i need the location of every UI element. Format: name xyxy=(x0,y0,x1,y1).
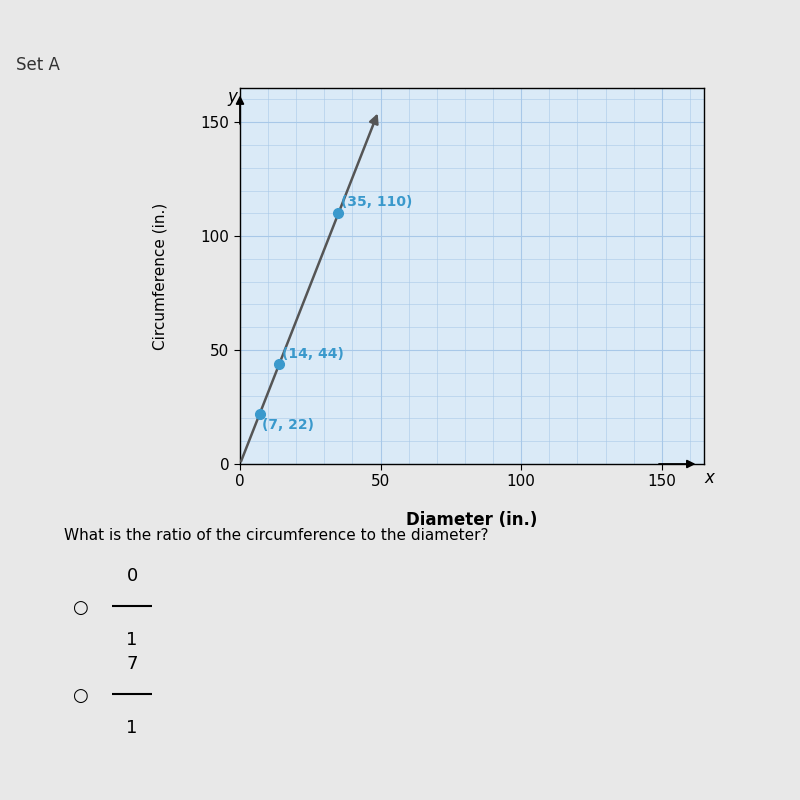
Text: (14, 44): (14, 44) xyxy=(282,347,344,362)
Text: ○: ○ xyxy=(72,687,88,705)
Text: 7: 7 xyxy=(126,655,138,673)
Text: ○: ○ xyxy=(72,599,88,617)
Text: y: y xyxy=(227,88,237,106)
Text: What is the ratio of the circumference to the diameter?: What is the ratio of the circumference t… xyxy=(64,529,489,543)
Text: (35, 110): (35, 110) xyxy=(342,194,413,209)
Text: 0: 0 xyxy=(126,567,138,585)
Text: 1: 1 xyxy=(126,631,138,649)
Text: Circumference (in.): Circumference (in.) xyxy=(153,202,167,350)
Text: Diameter (in.): Diameter (in.) xyxy=(406,511,538,529)
Text: Set A: Set A xyxy=(16,56,60,74)
Text: 1: 1 xyxy=(126,719,138,737)
Text: x: x xyxy=(704,469,714,486)
Text: (7, 22): (7, 22) xyxy=(262,418,314,433)
